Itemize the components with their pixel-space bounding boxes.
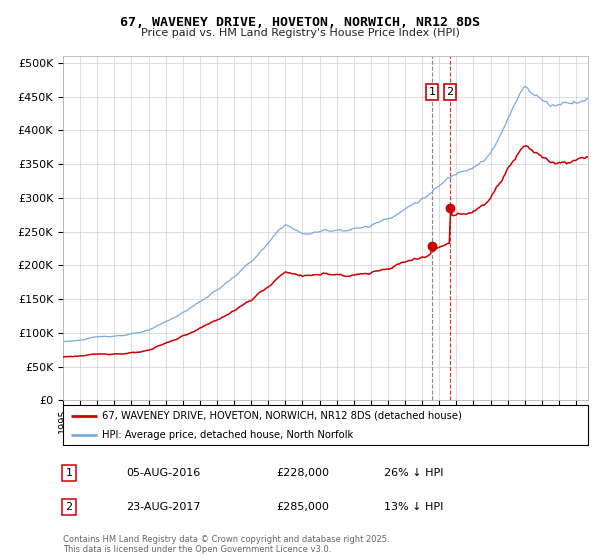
Text: £285,000: £285,000 <box>276 502 329 512</box>
Text: 13% ↓ HPI: 13% ↓ HPI <box>384 502 443 512</box>
Text: 67, WAVENEY DRIVE, HOVETON, NORWICH, NR12 8DS: 67, WAVENEY DRIVE, HOVETON, NORWICH, NR1… <box>120 16 480 29</box>
FancyBboxPatch shape <box>63 405 588 445</box>
Text: HPI: Average price, detached house, North Norfolk: HPI: Average price, detached house, Nort… <box>103 430 353 440</box>
Point <box>445 203 455 212</box>
Text: £228,000: £228,000 <box>276 468 329 478</box>
Text: 67, WAVENEY DRIVE, HOVETON, NORWICH, NR12 8DS (detached house): 67, WAVENEY DRIVE, HOVETON, NORWICH, NR1… <box>103 411 462 421</box>
Text: Price paid vs. HM Land Registry's House Price Index (HPI): Price paid vs. HM Land Registry's House … <box>140 28 460 38</box>
Point <box>427 242 437 251</box>
Text: 1: 1 <box>428 87 436 97</box>
Text: 23-AUG-2017: 23-AUG-2017 <box>126 502 200 512</box>
Text: 2: 2 <box>446 87 454 97</box>
Text: 1: 1 <box>65 468 73 478</box>
Text: 26% ↓ HPI: 26% ↓ HPI <box>384 468 443 478</box>
Text: Contains HM Land Registry data © Crown copyright and database right 2025.
This d: Contains HM Land Registry data © Crown c… <box>63 535 389 554</box>
Text: 2: 2 <box>65 502 73 512</box>
Text: 05-AUG-2016: 05-AUG-2016 <box>126 468 200 478</box>
